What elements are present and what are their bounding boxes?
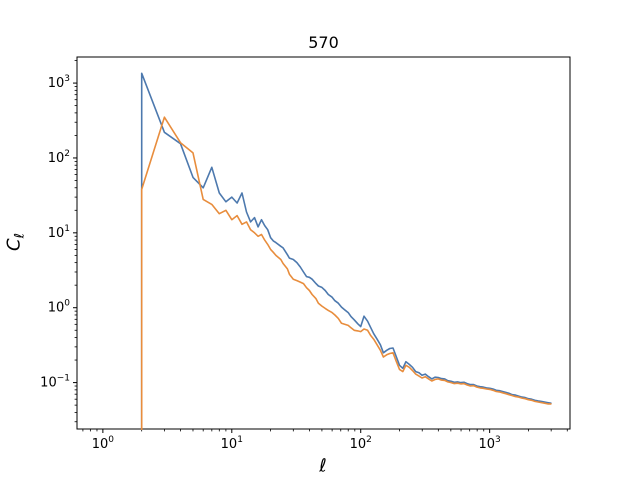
y-axis-label-main: C [3, 238, 25, 251]
y-axis-label: Cℓ [3, 233, 28, 251]
x-tick-label: 101 [221, 435, 243, 452]
x-tick-label: 103 [479, 435, 501, 452]
y-axis-label-subscript: ℓ [12, 233, 28, 239]
y-tick-label: 100 [48, 299, 71, 316]
plot-lines [140, 72, 552, 430]
x-axis-label: ℓ [319, 455, 327, 477]
series-blue [140, 72, 552, 430]
y-tick-label: 102 [48, 149, 70, 166]
chart-title: 570 [308, 33, 339, 52]
series-orange [140, 116, 552, 430]
x-tick-label: 100 [92, 435, 115, 452]
axes-box [76, 56, 571, 430]
x-tick-label: 102 [350, 435, 372, 452]
y-tick-label: 103 [48, 74, 70, 91]
y-tick-label: 101 [48, 224, 70, 241]
y-tick-label: 10−1 [40, 374, 70, 391]
